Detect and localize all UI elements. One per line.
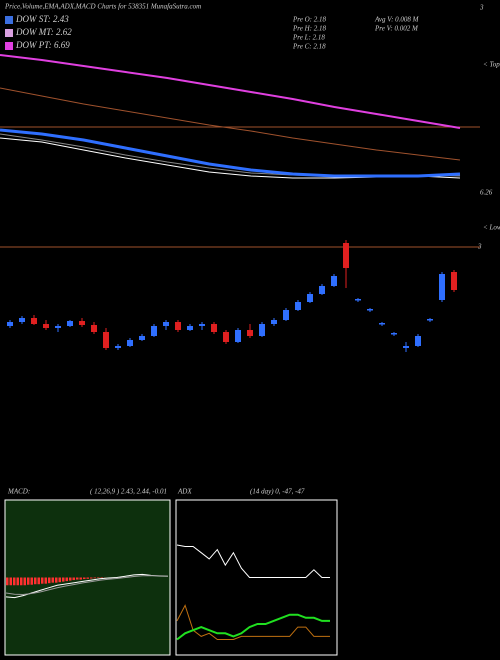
histogram-bar [100, 577, 103, 579]
candle-body [271, 320, 277, 324]
histogram-bar [97, 577, 100, 579]
candle-body [211, 324, 217, 332]
legend-swatch [5, 42, 13, 50]
line-series [176, 613, 330, 641]
info-label: Pre H: 2.18 [292, 25, 326, 33]
info-label: Avg V: 0.008 M [374, 16, 420, 24]
histogram-bar [37, 577, 40, 585]
line-series [176, 544, 330, 578]
histogram-bar [30, 577, 33, 585]
candle-body [247, 330, 253, 336]
histogram-bar [76, 577, 79, 580]
candle-body [199, 324, 205, 326]
histogram-bar [83, 577, 86, 580]
candle-body [175, 322, 181, 330]
histogram-bar [20, 577, 23, 586]
candle-body [115, 346, 121, 348]
histogram-bar [90, 577, 93, 579]
histogram-bar [86, 577, 89, 579]
histogram-bar [65, 577, 68, 582]
candle-body [139, 336, 145, 340]
candle-body [43, 324, 49, 328]
histogram-bar [51, 577, 54, 583]
histogram-bar [6, 577, 9, 586]
line-series [0, 87, 461, 161]
candle-body [79, 321, 85, 325]
candle-body [163, 322, 169, 326]
info-label: Pre V: 0.002 M [374, 25, 419, 33]
histogram-bar [62, 577, 65, 582]
histogram-bar [23, 577, 26, 586]
candle-body [319, 286, 325, 294]
legend-label: DOW ST: 2.43 [15, 14, 69, 24]
histogram-bar [41, 577, 44, 584]
candle-body [343, 243, 349, 268]
histogram-bar [27, 577, 30, 585]
candle-body [367, 309, 373, 311]
candle-body [55, 326, 61, 328]
histogram-bar [44, 577, 47, 584]
candle-body [187, 326, 193, 330]
candle-body [91, 325, 97, 332]
histogram-bar [9, 577, 12, 586]
histogram-bar [69, 577, 72, 581]
candle-body [7, 322, 13, 326]
candle-body [451, 272, 457, 290]
axis-label: 6.26 [480, 189, 493, 197]
line-series [5, 575, 169, 596]
candle-body [151, 326, 157, 336]
line-series [0, 128, 461, 178]
histogram-bar [55, 577, 58, 583]
candle-body [355, 299, 361, 301]
histogram-bar [13, 577, 16, 586]
candle-body [223, 332, 229, 342]
legend-label: DOW MT: 2.62 [15, 27, 72, 37]
legend-swatch [5, 29, 13, 37]
chart-title: Price,Volume,EMA,ADX,MACD Charts for 538… [4, 3, 201, 11]
histogram-bar [34, 577, 37, 585]
candle-body [415, 336, 421, 346]
candle-body [19, 318, 25, 322]
candle-body [127, 340, 133, 346]
panel-title: ADX [177, 488, 192, 496]
candle-body [295, 302, 301, 310]
candle-body [31, 318, 37, 324]
histogram-bar [93, 577, 96, 579]
line-series [5, 573, 169, 599]
axis-label: 3 [479, 4, 484, 12]
info-label: Pre C: 2.18 [292, 43, 326, 51]
candle-body [331, 276, 337, 286]
panel-params: ( 12,26,9 ) 2.43, 2.44, -0.01 [90, 488, 167, 496]
histogram-bar [48, 577, 51, 584]
candle-body [379, 323, 385, 325]
legend-label: DOW PT: 6.69 [15, 40, 70, 50]
info-label: Pre L: 2.18 [292, 34, 325, 42]
histogram-bar [79, 577, 82, 580]
histogram-bar [16, 577, 19, 586]
axis-label: 3 [477, 243, 482, 251]
panel-title: MACD: [7, 488, 30, 496]
legend-swatch [5, 16, 13, 24]
histogram-bar [58, 577, 61, 583]
histogram-bar [72, 577, 75, 581]
candle-body [427, 319, 433, 321]
candle-body [307, 294, 313, 302]
candle-body [235, 330, 241, 342]
panel-params: (14 day) 0, -47, -47 [250, 488, 305, 496]
line-series [0, 54, 461, 129]
line-series [176, 604, 330, 640]
candle-body [283, 310, 289, 320]
axis-label: < Tops [483, 61, 500, 69]
candle-body [391, 333, 397, 335]
candle-body [439, 274, 445, 300]
info-label: Pre O: 2.18 [292, 16, 326, 24]
candle-body [259, 324, 265, 336]
candle-body [103, 332, 109, 348]
candle-body [67, 321, 73, 326]
axis-label: < Lows [483, 224, 500, 232]
candle-body [403, 346, 409, 348]
